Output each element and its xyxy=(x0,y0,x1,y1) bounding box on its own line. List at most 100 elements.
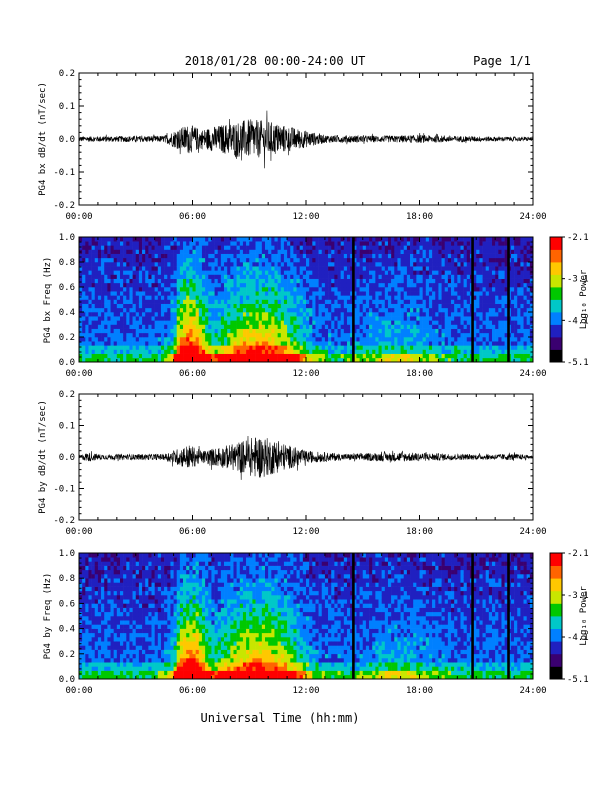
heat-cell xyxy=(353,341,357,346)
heat-cell xyxy=(246,249,250,254)
heat-cell xyxy=(466,349,471,354)
heat-cell xyxy=(514,307,518,313)
heat-cell xyxy=(110,262,114,267)
heat-cell xyxy=(406,349,411,354)
heat-cell xyxy=(403,295,408,300)
heat-cell xyxy=(321,291,326,296)
heat-cell xyxy=(328,257,332,263)
heat-cell xyxy=(318,257,323,263)
heat-cell xyxy=(463,270,468,275)
heat-cell xyxy=(287,295,291,300)
heat-cell xyxy=(277,357,282,363)
heat-cell xyxy=(302,241,307,246)
heat-cell xyxy=(432,245,436,250)
heat-cell xyxy=(438,245,442,250)
heat-cell xyxy=(321,287,326,292)
heat-cell xyxy=(394,262,398,267)
heat-cell xyxy=(246,278,250,284)
heat-cell xyxy=(91,282,96,288)
heat-cell xyxy=(482,299,487,304)
heat-cell xyxy=(318,249,323,254)
heat-cell xyxy=(315,328,319,334)
heat-cell xyxy=(343,282,348,288)
heat-cell xyxy=(94,628,99,634)
heat-cell xyxy=(79,237,83,242)
heat-cell xyxy=(94,586,99,592)
heat-cell xyxy=(85,582,89,587)
heat-cell xyxy=(403,249,408,254)
heat-cell xyxy=(410,312,414,317)
heat-cell xyxy=(85,316,89,321)
heat-cell xyxy=(387,316,392,321)
heat-cell xyxy=(138,299,143,304)
heat-cell xyxy=(107,287,111,292)
heat-cell xyxy=(362,245,367,250)
heat-cell xyxy=(428,278,433,284)
heat-cell xyxy=(261,274,266,279)
heat-cell xyxy=(101,241,105,246)
heat-cell xyxy=(419,307,423,313)
heat-cell xyxy=(104,337,108,342)
heat-cell xyxy=(287,303,291,309)
heat-cell xyxy=(403,357,408,363)
heat-cell xyxy=(441,253,446,259)
heat-cell xyxy=(413,349,417,354)
heat-cell xyxy=(224,299,228,304)
heat-cell xyxy=(340,291,345,296)
heat-cell xyxy=(164,316,168,321)
heat-cell xyxy=(350,253,354,259)
heat-cell xyxy=(403,237,408,242)
heat-cell xyxy=(501,316,505,321)
heat-cell xyxy=(145,299,149,304)
heat-cell xyxy=(460,266,464,271)
heat-cell xyxy=(176,328,181,334)
heat-cell xyxy=(227,320,231,325)
heat-cell xyxy=(211,299,215,304)
heat-cell xyxy=(82,332,86,338)
heat-cell xyxy=(510,337,515,342)
heat-cell xyxy=(495,241,499,246)
heat-cell xyxy=(145,303,149,309)
heat-cell xyxy=(299,353,304,359)
heat-cell xyxy=(101,666,105,671)
heat-cell xyxy=(400,295,405,300)
heat-cell xyxy=(94,282,99,288)
heat-cell xyxy=(485,249,490,254)
heat-cell xyxy=(164,241,168,246)
heat-cell xyxy=(302,274,307,279)
heat-cell xyxy=(485,270,490,275)
heat-cell xyxy=(107,561,111,566)
heat-cell xyxy=(422,299,427,304)
heat-cell xyxy=(416,270,420,275)
heat-cell xyxy=(217,324,222,329)
heat-cell xyxy=(135,291,140,296)
heat-cell xyxy=(97,241,102,246)
heat-cell xyxy=(123,320,127,325)
heat-cell xyxy=(293,303,297,309)
heat-cell xyxy=(132,345,137,350)
heat-cell xyxy=(113,299,118,304)
heat-cell xyxy=(198,282,203,288)
heat-cell xyxy=(252,332,256,338)
heat-cell xyxy=(110,645,114,650)
heat-cell xyxy=(479,295,483,300)
heat-cell xyxy=(315,282,319,288)
heat-cell xyxy=(384,295,389,300)
heat-cell xyxy=(142,237,146,242)
heat-cell xyxy=(290,332,294,338)
heat-cell xyxy=(463,253,468,259)
heat-cell xyxy=(476,320,480,325)
heat-cell xyxy=(258,299,263,304)
heat-cell xyxy=(214,266,219,271)
heat-cell xyxy=(328,357,332,363)
heat-cell xyxy=(211,249,215,254)
heat-cell xyxy=(214,245,219,250)
heat-cell xyxy=(495,291,499,296)
heat-cell xyxy=(343,295,348,300)
heat-cell xyxy=(79,316,83,321)
heat-cell xyxy=(391,270,395,275)
heat-cell xyxy=(391,249,395,254)
heat-cell xyxy=(176,349,181,354)
heat-cell xyxy=(353,328,357,334)
heat-cell xyxy=(179,328,184,334)
